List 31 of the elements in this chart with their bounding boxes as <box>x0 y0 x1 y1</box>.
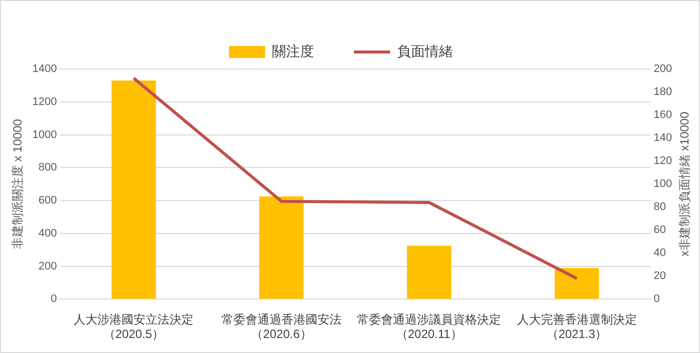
y-tick-label: 600 <box>38 194 57 207</box>
y2-tick-label: 40 <box>654 247 666 260</box>
y2-tick-label: 0 <box>654 293 660 306</box>
y-tick-label: 400 <box>38 227 57 240</box>
y-tick-label: 800 <box>38 162 57 174</box>
y-tick-label: 200 <box>38 260 57 272</box>
legend-label: 關注度 <box>272 42 314 59</box>
y2-tick-label: 160 <box>654 109 672 122</box>
x-tick-label: 常委會通過涉議員資格決定（2020.11） <box>357 312 502 342</box>
y2-tick-label: 20 <box>654 270 666 282</box>
y-tick-label: 0 <box>50 293 57 306</box>
y2-tick-label: 80 <box>654 201 666 214</box>
y2-tick-label: 60 <box>654 224 666 236</box>
y2-tick-label: 180 <box>654 86 672 98</box>
bar <box>259 196 304 299</box>
bar <box>406 246 452 299</box>
bar <box>112 80 156 299</box>
y-axis-title: 非建制派關注度 x 10000 <box>10 118 25 250</box>
y2-tick-label: 100 <box>654 178 672 190</box>
bar <box>554 268 599 299</box>
y2-tick-label: 200 <box>654 63 672 76</box>
x-tick-label: 人大完善香港選制決定（2021.3） <box>516 312 637 342</box>
y-tick-label: 1400 <box>32 63 57 76</box>
x-tick-label: 人大涉港國安立法決定（2020.5） <box>74 312 194 342</box>
y2-axis-title: x非建制派負面情緒 x10000 <box>677 111 692 256</box>
x-tick-label: 常委會通過香港國安法（2020.6） <box>221 312 342 342</box>
legend-label: 負面情緒 <box>397 42 453 59</box>
y2-tick-label: 120 <box>654 155 672 168</box>
y-tick-label: 1000 <box>32 128 57 141</box>
y-tick-label: 1200 <box>32 96 57 108</box>
y2-tick-label: 140 <box>654 132 672 144</box>
